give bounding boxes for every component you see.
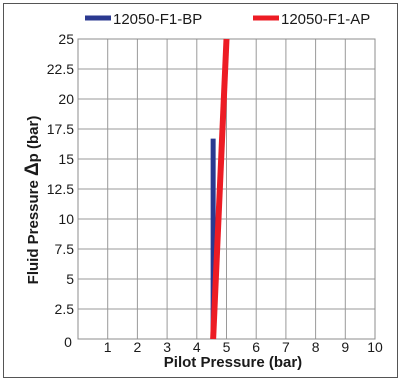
series-line-ap: [210, 38, 230, 340]
y-axis-title: Fluid Pressure Δp (bar): [22, 116, 43, 285]
legend: 12050-F1-BP 12050-F1-AP: [85, 11, 370, 28]
legend-label-ap: 12050-F1-AP: [281, 11, 370, 28]
x-tick-label: 0: [64, 334, 72, 350]
x-axis-title: Pilot Pressure (bar): [164, 354, 302, 371]
x-tick-label: 2: [134, 339, 142, 355]
y-tick-label: 7.5: [55, 241, 75, 257]
y-tick-label: 25: [58, 31, 74, 47]
series-layer: [210, 38, 230, 340]
x-tick-label: 8: [312, 339, 320, 355]
x-tick-label: 10: [367, 339, 383, 355]
y-tick-label: 22.5: [47, 61, 74, 77]
y-axis-title-prefix: Fluid Pressure: [25, 176, 42, 284]
y-tick-label: 10: [58, 211, 74, 227]
x-axis-ticks: 0 1 2 3 4 5 6 7 8 9 10: [64, 334, 383, 355]
x-tick-label: 1: [104, 339, 112, 355]
x-tick-label: 7: [282, 339, 290, 355]
y-tick-label: 17.5: [47, 121, 74, 137]
chart-frame: [3, 3, 398, 378]
x-tick-label: 4: [193, 339, 201, 355]
x-tick-label: 6: [252, 339, 260, 355]
x-tick-label: 9: [341, 339, 349, 355]
x-tick-label: 3: [163, 339, 171, 355]
y-axis-ticks: 2.5 5 7.5 10 12.5 15 17.5 20 22.5 25: [47, 31, 74, 317]
y-tick-label: 20: [58, 91, 74, 107]
legend-label-bp: 12050-F1-BP: [113, 11, 202, 28]
y-tick-label: 2.5: [55, 301, 75, 317]
y-axis-title-suffix: p (bar): [25, 116, 42, 163]
x-tick-label: 5: [223, 339, 231, 355]
y-tick-label: 15: [58, 151, 74, 167]
y-axis-title-delta: Δ: [22, 162, 43, 176]
y-tick-label: 12.5: [47, 181, 74, 197]
y-tick-label: 5: [66, 271, 74, 287]
